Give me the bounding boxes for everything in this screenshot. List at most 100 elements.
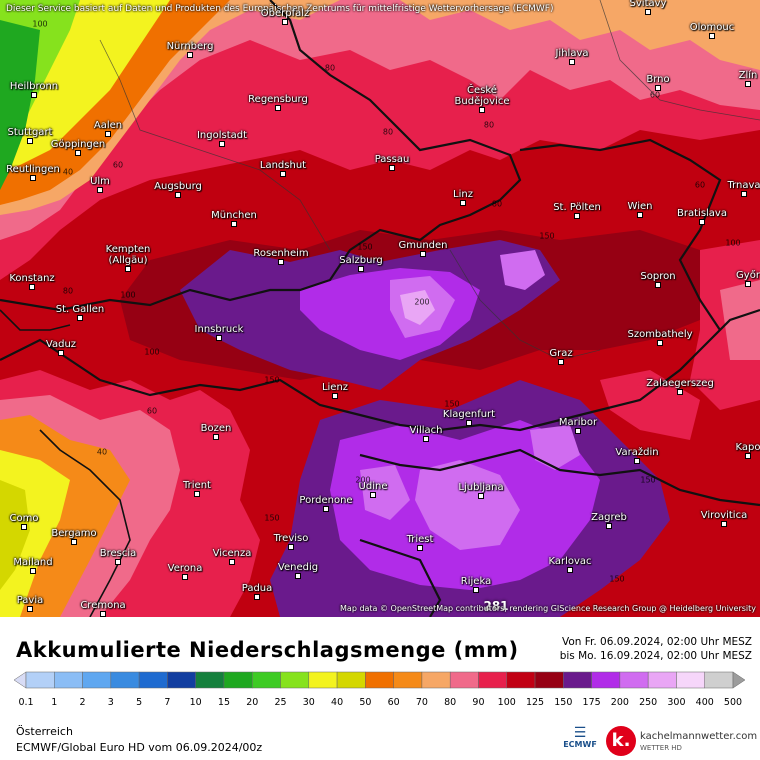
city-label: Varaždin bbox=[615, 447, 659, 458]
city-label: Kempten (Allgäu) bbox=[105, 244, 151, 266]
kachelmann-logo-subtitle: WETTER HD bbox=[640, 744, 682, 752]
legend-segment bbox=[280, 671, 310, 689]
city-label: Trient bbox=[183, 480, 211, 491]
city-marker bbox=[27, 606, 33, 612]
city-marker bbox=[741, 191, 747, 197]
city-label: Triest bbox=[406, 534, 434, 545]
legend-segment bbox=[449, 671, 479, 689]
city-label: Rosenheim bbox=[253, 248, 309, 259]
city-label: Virovitica bbox=[700, 510, 748, 521]
city-label: České Budějovice bbox=[454, 85, 510, 107]
city-marker bbox=[254, 594, 260, 600]
city-label: Konstanz bbox=[9, 273, 55, 284]
city-label: St. Gallen bbox=[55, 304, 105, 315]
city-label: Vaduz bbox=[45, 339, 77, 350]
city-label: Vicenza bbox=[212, 548, 252, 559]
city-marker bbox=[282, 19, 288, 25]
city-label: Padua bbox=[241, 583, 273, 594]
legend-segment bbox=[591, 671, 621, 689]
city-marker bbox=[71, 539, 77, 545]
city-label: Zagreb bbox=[591, 512, 627, 523]
legend-segment bbox=[421, 671, 451, 689]
contour-value: 150 bbox=[640, 475, 656, 485]
city-label: Augsburg bbox=[154, 181, 202, 192]
precipitation-map[interactable]: Dieser Service basiert auf Daten und Pro… bbox=[0, 0, 760, 617]
legend-segment bbox=[82, 671, 112, 689]
legend-label: 70 bbox=[415, 697, 428, 708]
city-label: Karlovac bbox=[548, 556, 592, 567]
legend-segment bbox=[223, 671, 253, 689]
legend-label: 0.1 bbox=[18, 697, 34, 708]
city-marker bbox=[745, 281, 751, 287]
legend-segment bbox=[647, 671, 677, 689]
city-marker bbox=[417, 545, 423, 551]
color-legend-bar bbox=[13, 671, 746, 689]
legend-label: 250 bbox=[639, 697, 658, 708]
kachelmann-logo-icon[interactable]: k. bbox=[606, 726, 636, 756]
city-marker bbox=[275, 105, 281, 111]
city-marker bbox=[655, 282, 661, 288]
city-marker bbox=[677, 389, 683, 395]
city-marker bbox=[637, 212, 643, 218]
city-label: Oberpfalz bbox=[260, 8, 310, 19]
city-marker bbox=[420, 251, 426, 257]
city-label: Como bbox=[9, 513, 39, 524]
city-marker bbox=[389, 165, 395, 171]
city-label: Bratislava bbox=[677, 208, 727, 219]
city-label: Wien bbox=[627, 201, 653, 212]
period-to: bis Mo. 16.09.2024, 02:00 Uhr MESZ bbox=[559, 650, 752, 662]
contour-value: 100 bbox=[120, 290, 136, 300]
ecmwf-disclaimer: Dieser Service basiert auf Daten und Pro… bbox=[6, 4, 554, 14]
city-marker bbox=[567, 567, 573, 573]
contour-value: 40 bbox=[96, 447, 108, 457]
city-label: Graz bbox=[549, 348, 573, 359]
city-label: Treviso bbox=[273, 533, 309, 544]
city-label: Venedig bbox=[277, 562, 319, 573]
city-label: Brno bbox=[646, 74, 670, 85]
legend-segment bbox=[732, 671, 746, 689]
city-marker bbox=[645, 9, 651, 15]
city-marker bbox=[745, 453, 751, 459]
city-label: Zalaegerszeg bbox=[646, 378, 714, 389]
city-marker bbox=[216, 335, 222, 341]
city-label: Svitavy bbox=[629, 0, 667, 9]
map-title: Akkumulierte Niederschlagsmenge (mm) bbox=[16, 638, 519, 662]
city-marker bbox=[323, 506, 329, 512]
kachelmann-logo-name[interactable]: kachelmannwetter.com bbox=[640, 731, 758, 742]
contour-value: 150 bbox=[444, 399, 460, 409]
city-marker bbox=[280, 171, 286, 177]
city-marker bbox=[278, 259, 284, 265]
legend-label: 1 bbox=[51, 697, 58, 708]
contour-value: 100 bbox=[144, 347, 160, 357]
city-label: Kapo bbox=[735, 442, 760, 453]
city-label: Szombathely bbox=[627, 329, 693, 340]
city-label: Bergamo bbox=[51, 528, 97, 539]
contour-value: 80 bbox=[483, 120, 495, 130]
city-marker bbox=[479, 107, 485, 113]
legend-segment bbox=[54, 671, 83, 689]
contour-value: 60 bbox=[694, 180, 706, 190]
contour-value: 40 bbox=[62, 167, 74, 177]
contour-value: 150 bbox=[264, 513, 280, 523]
legend-label: 90 bbox=[472, 697, 485, 708]
city-label: Ulm bbox=[90, 176, 110, 187]
city-marker bbox=[27, 138, 33, 144]
legend-segment bbox=[251, 671, 281, 689]
city-label: Bozen bbox=[200, 423, 232, 434]
legend-segment bbox=[167, 671, 196, 689]
city-marker bbox=[175, 192, 181, 198]
city-marker bbox=[231, 221, 237, 227]
legend-segment bbox=[336, 671, 366, 689]
city-marker bbox=[745, 81, 751, 87]
legend-segment bbox=[138, 671, 168, 689]
legend-segment bbox=[308, 671, 338, 689]
city-marker bbox=[574, 213, 580, 219]
city-marker bbox=[30, 568, 36, 574]
city-label: Zlín bbox=[738, 70, 758, 81]
city-label: Olomouc bbox=[689, 22, 735, 33]
city-label: Regensburg bbox=[248, 94, 308, 105]
legend-label: 5 bbox=[136, 697, 143, 708]
map-attribution: Map data © OpenStreetMap contributors, r… bbox=[340, 604, 756, 613]
ecmwf-logo[interactable]: ☰ ECMWF bbox=[560, 726, 600, 749]
model-run-label: ECMWF/Global Euro HD vom 06.09.2024/00z bbox=[16, 741, 263, 754]
